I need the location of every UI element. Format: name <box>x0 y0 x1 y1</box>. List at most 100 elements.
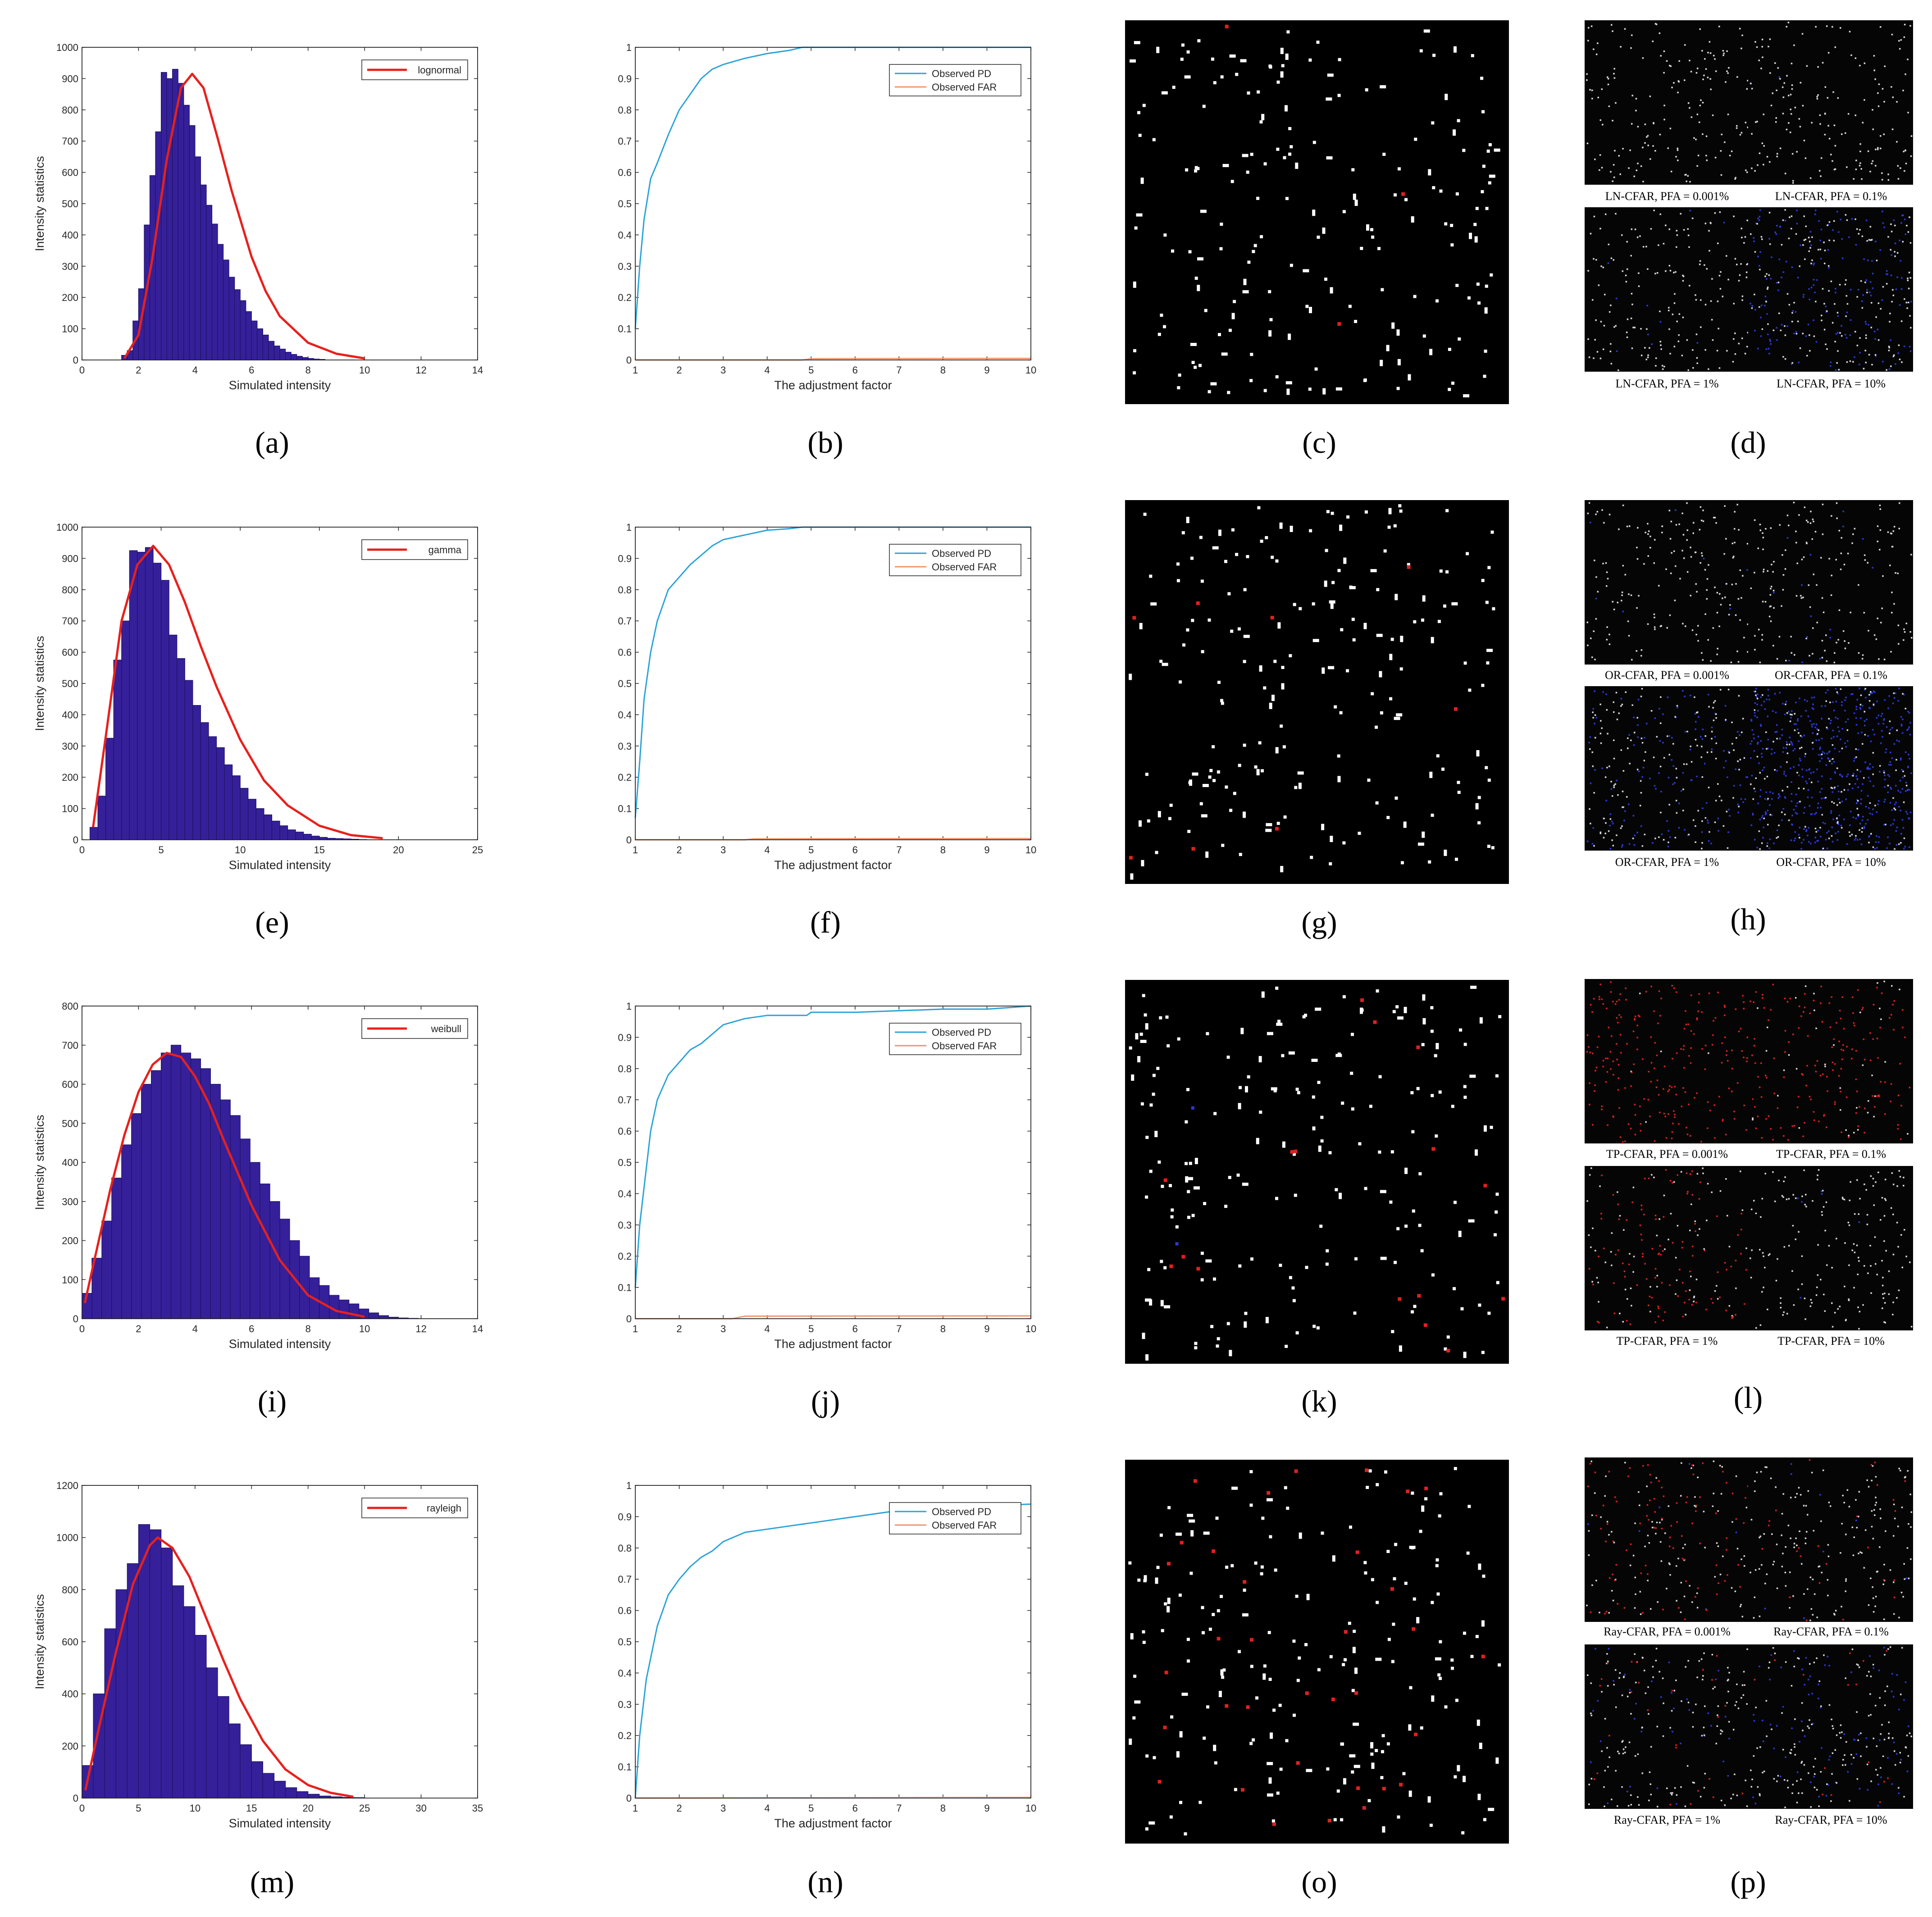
detected-dot <box>1837 350 1839 352</box>
detected-dot <box>1725 538 1727 540</box>
false-alarm-dot <box>1863 827 1865 829</box>
missed-dot <box>1845 1096 1848 1098</box>
detected-dot <box>1615 213 1617 215</box>
detected-dot <box>1693 137 1695 139</box>
missed-dot <box>1826 1076 1828 1078</box>
target-pixel <box>1191 1214 1195 1217</box>
missed-target-pixel <box>1225 24 1229 28</box>
hist-bar <box>111 1178 122 1319</box>
false-alarm-dot <box>1820 1190 1823 1193</box>
missed-dot <box>1614 1580 1616 1581</box>
detected-dot <box>1904 775 1906 777</box>
detected-dot <box>1675 1257 1677 1259</box>
false-alarm-dot <box>1886 273 1887 275</box>
target-pixel <box>1315 1007 1321 1011</box>
detected-dot <box>1644 123 1646 125</box>
detected-dot <box>1817 1174 1818 1176</box>
missed-dot <box>1731 1049 1733 1052</box>
detected-dot <box>1852 361 1854 363</box>
false-alarm-dot <box>1761 305 1763 306</box>
pd-ytick-label: 0.6 <box>618 647 632 658</box>
target-pixel <box>1274 1568 1277 1572</box>
target-pixel <box>1431 1273 1435 1277</box>
detected-dot <box>1777 282 1780 283</box>
detected-dot <box>1761 634 1763 636</box>
false-alarm-dot <box>1660 791 1662 792</box>
missed-dot <box>1856 1090 1858 1093</box>
pd-legend-label: Observed PD <box>932 68 991 79</box>
detected-dot <box>1601 727 1603 729</box>
false-alarm-dot <box>1822 751 1824 753</box>
detected-dot <box>1832 91 1834 93</box>
missed-dot <box>1673 987 1675 989</box>
detected-dot <box>1747 623 1749 625</box>
detected-dot <box>1808 250 1810 252</box>
detected-dot <box>1767 798 1769 800</box>
false-alarm-dot <box>1886 273 1888 275</box>
false-alarm-dot <box>1810 615 1812 617</box>
missed-dot <box>1711 1044 1713 1046</box>
detected-dot <box>1773 590 1775 592</box>
missed-dot <box>1740 1253 1742 1255</box>
false-alarm-dot <box>1830 778 1832 780</box>
target-pixel <box>1187 829 1191 833</box>
target-pixel <box>1416 1617 1420 1624</box>
detected-dot <box>1696 1607 1699 1609</box>
target-pixel <box>1413 1597 1416 1601</box>
detected-dot <box>1786 761 1788 763</box>
detected-dot <box>1602 563 1604 565</box>
detected-dot <box>1903 837 1905 839</box>
detected-dot <box>1773 645 1774 647</box>
false-alarm-dot <box>1711 748 1713 750</box>
target-pixel <box>1250 1665 1253 1668</box>
pd-panel: 1 2 3 4 5 6 7 8 9 1000.10.20.30.40.50.60.70.80.91… <box>618 522 1036 872</box>
detected-dot <box>1616 834 1618 836</box>
false-alarm-dot <box>1818 754 1820 756</box>
detected-dot <box>1741 1616 1743 1617</box>
false-alarm-dot <box>1745 776 1747 778</box>
detected-dot <box>1836 362 1838 364</box>
false-alarm-dot <box>1808 841 1810 843</box>
detected-dot <box>1832 1326 1834 1328</box>
detected-dot <box>1669 1563 1671 1565</box>
detected-dot <box>1677 149 1679 151</box>
detected-dot <box>1616 719 1618 720</box>
missed-target-pixel <box>1129 856 1133 860</box>
target-pixel <box>1161 91 1168 95</box>
false-alarm-dot <box>1637 699 1640 701</box>
detected-dot <box>1669 64 1671 67</box>
target-pixel <box>1453 129 1456 136</box>
false-alarm-dot <box>1860 798 1862 800</box>
missed-dot <box>1669 1085 1671 1087</box>
target-pixel <box>1444 1705 1448 1709</box>
false-alarm-dot <box>1813 284 1814 286</box>
detected-dot <box>1884 1061 1886 1063</box>
detected-dot <box>1661 532 1663 533</box>
false-alarm-dot <box>1777 289 1779 291</box>
false-alarm-dot <box>1725 760 1727 762</box>
hist-bar <box>250 1162 260 1319</box>
missed-dot <box>1598 1321 1600 1324</box>
detected-dot <box>1801 33 1804 35</box>
detected-dot <box>1715 70 1717 72</box>
target-pixel <box>1422 994 1426 1001</box>
detected-dot <box>1875 1263 1877 1265</box>
target-pixel <box>1483 374 1486 378</box>
false-alarm-dot <box>1682 772 1684 774</box>
false-alarm-dot <box>1750 743 1751 745</box>
detected-dot <box>1841 791 1842 793</box>
missed-dot <box>1642 1612 1644 1614</box>
false-alarm-dot <box>1737 811 1739 813</box>
false-alarm-dot <box>1718 830 1719 832</box>
detected-dot <box>1773 1561 1775 1562</box>
false-alarm-dot <box>1907 710 1909 713</box>
target-pixel <box>1292 1639 1296 1643</box>
target-pixel <box>1394 797 1398 800</box>
target-pixel <box>1272 1708 1276 1712</box>
detected-dot <box>1678 313 1681 315</box>
hist-ytick-label: 1200 <box>56 1480 78 1491</box>
detected-dot <box>1877 302 1880 304</box>
target-pixel <box>1448 348 1451 351</box>
target-pixel <box>1370 228 1373 232</box>
false-alarm-dot <box>1793 723 1795 725</box>
